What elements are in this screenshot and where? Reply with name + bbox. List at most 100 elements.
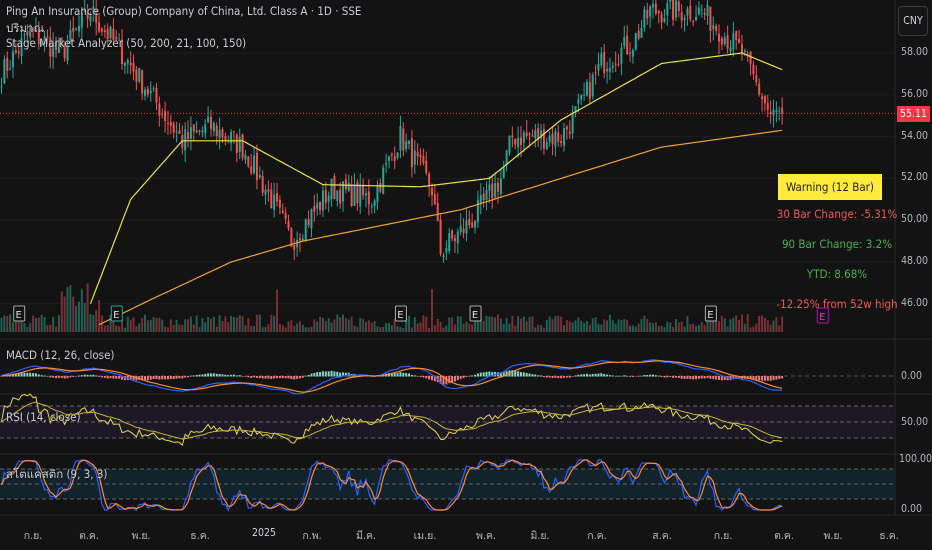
macd-histogram-bar xyxy=(746,376,749,379)
time-axis-label: ต.ค. xyxy=(79,530,99,542)
time-axis-label: ก.ย. xyxy=(713,530,733,542)
candle-body xyxy=(98,22,101,32)
volume-bar xyxy=(364,321,367,332)
volume-bar xyxy=(126,316,129,332)
volume-bar xyxy=(336,314,339,332)
macd-histogram-bar xyxy=(577,374,580,377)
candle-body xyxy=(718,33,720,42)
volume-bar xyxy=(723,318,726,332)
macd-histogram-bar xyxy=(649,374,652,377)
macd-histogram-bar xyxy=(474,374,477,377)
volume-bar xyxy=(712,317,715,332)
macd-histogram-bar xyxy=(545,376,548,378)
macd-histogram-bar xyxy=(620,375,623,377)
volume-bar xyxy=(709,319,712,332)
volume-bar xyxy=(743,323,746,332)
candle-body xyxy=(631,50,634,57)
macd-histogram-bar xyxy=(278,376,281,379)
candle-body xyxy=(766,102,769,110)
candle-body xyxy=(686,8,689,16)
volume-bar xyxy=(255,314,258,332)
macd-histogram-bar xyxy=(83,374,86,377)
volume-bar xyxy=(439,322,442,332)
volume-bar xyxy=(221,320,224,332)
stoch-legend[interactable]: สโตแคสติก (9, 3, 3) xyxy=(6,467,108,481)
volume-bar xyxy=(425,316,428,332)
volume-bar xyxy=(34,318,37,332)
currency-button[interactable]: CNY xyxy=(898,6,928,36)
volume-bar xyxy=(551,319,554,332)
candle-body xyxy=(201,130,204,133)
volume-bar xyxy=(11,321,14,332)
volume-bar xyxy=(585,321,588,332)
candle-body xyxy=(373,200,376,207)
candle-body xyxy=(548,135,551,142)
candle-body xyxy=(83,9,86,13)
candle-body xyxy=(144,89,146,96)
candle-body xyxy=(459,225,462,232)
macd-histogram-bar xyxy=(720,376,723,381)
candle-body xyxy=(497,182,500,192)
volume-bar xyxy=(301,324,304,332)
volume-bar xyxy=(43,316,46,332)
volume-bar xyxy=(49,324,52,332)
volume-bar xyxy=(304,327,307,332)
macd-histogram-bar xyxy=(611,375,614,377)
candle-body xyxy=(654,3,657,14)
earnings-marker xyxy=(13,305,26,322)
candle-body xyxy=(588,82,591,100)
macd-histogram-bar xyxy=(769,376,772,381)
candle-body xyxy=(735,31,738,41)
macd-histogram-bar xyxy=(319,372,322,377)
indicator-legend[interactable]: Stage Market Analyzer (50, 200, 21, 100,… xyxy=(6,36,247,50)
macd-histogram-bar xyxy=(511,370,514,377)
candle-body xyxy=(92,6,95,14)
volume-bar xyxy=(700,321,703,332)
macd-histogram-bar xyxy=(49,376,52,378)
macd-histogram-bar xyxy=(772,376,775,381)
macd-histogram-bar xyxy=(17,373,20,377)
candle-body xyxy=(287,221,290,229)
macd-histogram-bar xyxy=(674,376,677,378)
macd-histogram-bar xyxy=(680,376,683,379)
macd-histogram-bar xyxy=(514,370,517,377)
candle-body xyxy=(17,51,20,54)
candle-body xyxy=(347,182,350,191)
earnings-marker xyxy=(816,307,829,324)
macd-histogram-bar xyxy=(20,373,23,377)
macd-histogram-bar xyxy=(221,374,224,377)
macd-line xyxy=(1,359,783,395)
candle-body xyxy=(749,51,752,65)
volume-bar xyxy=(367,320,370,332)
candle-body xyxy=(106,28,109,40)
ma200-line xyxy=(98,129,783,326)
macd-histogram-bar xyxy=(428,376,431,380)
volume-bar xyxy=(72,296,75,332)
volume-bar xyxy=(121,319,124,332)
macd-legend[interactable]: MACD (12, 26, close) xyxy=(6,348,115,362)
volume-bar xyxy=(583,322,586,332)
volume-bar xyxy=(261,327,264,332)
candle-body xyxy=(290,228,293,247)
volume-bar xyxy=(83,302,86,332)
volume-bar xyxy=(620,319,623,332)
volume-bar xyxy=(522,316,525,332)
candle-body xyxy=(597,63,600,71)
candle-body xyxy=(278,199,281,208)
volume-bar xyxy=(307,327,310,332)
candle-body xyxy=(695,16,698,21)
candle-body xyxy=(126,59,129,64)
volume-bar xyxy=(606,320,609,332)
macd-histogram-bar xyxy=(781,376,784,379)
macd-histogram-bar xyxy=(238,375,241,377)
volume-bar xyxy=(453,324,456,332)
volume-bar xyxy=(459,316,462,332)
candle-body xyxy=(634,32,637,50)
volume-bar xyxy=(20,314,23,332)
volume-bar xyxy=(451,317,454,332)
candle-body xyxy=(284,213,287,219)
candle-body xyxy=(445,248,448,253)
rsi-legend[interactable]: RSI (14, close) xyxy=(6,410,81,424)
macd-histogram-bar xyxy=(442,376,445,385)
